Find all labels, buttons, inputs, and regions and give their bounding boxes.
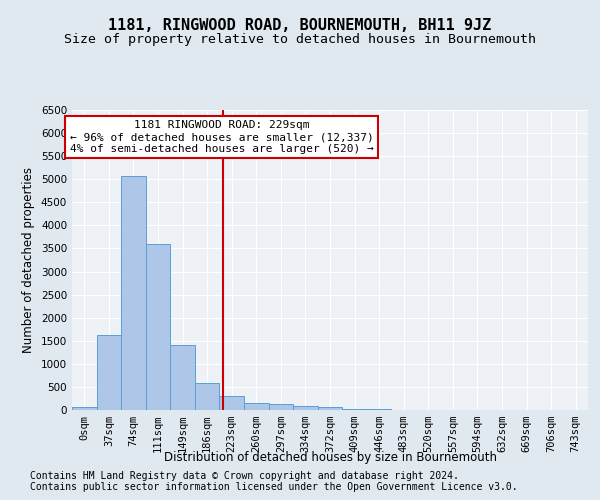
Bar bbox=[195, 383, 220, 410]
Bar bbox=[367, 409, 391, 410]
Bar bbox=[244, 403, 269, 410]
Text: Distribution of detached houses by size in Bournemouth: Distribution of detached houses by size … bbox=[163, 451, 497, 464]
Bar bbox=[121, 176, 146, 410]
Text: Size of property relative to detached houses in Bournemouth: Size of property relative to detached ho… bbox=[64, 32, 536, 46]
Text: 1181 RINGWOOD ROAD: 229sqm
← 96% of detached houses are smaller (12,337)
4% of s: 1181 RINGWOOD ROAD: 229sqm ← 96% of deta… bbox=[70, 120, 374, 154]
Bar bbox=[220, 396, 244, 410]
Bar bbox=[293, 406, 318, 410]
Bar bbox=[318, 408, 342, 410]
Y-axis label: Number of detached properties: Number of detached properties bbox=[22, 167, 35, 353]
Bar bbox=[342, 408, 367, 410]
Text: Contains HM Land Registry data © Crown copyright and database right 2024.: Contains HM Land Registry data © Crown c… bbox=[30, 471, 459, 481]
Bar bbox=[146, 244, 170, 410]
Bar bbox=[269, 404, 293, 410]
Bar bbox=[97, 335, 121, 410]
Bar bbox=[72, 407, 97, 410]
Text: 1181, RINGWOOD ROAD, BOURNEMOUTH, BH11 9JZ: 1181, RINGWOOD ROAD, BOURNEMOUTH, BH11 9… bbox=[109, 18, 491, 32]
Text: Contains public sector information licensed under the Open Government Licence v3: Contains public sector information licen… bbox=[30, 482, 518, 492]
Bar bbox=[170, 345, 195, 410]
